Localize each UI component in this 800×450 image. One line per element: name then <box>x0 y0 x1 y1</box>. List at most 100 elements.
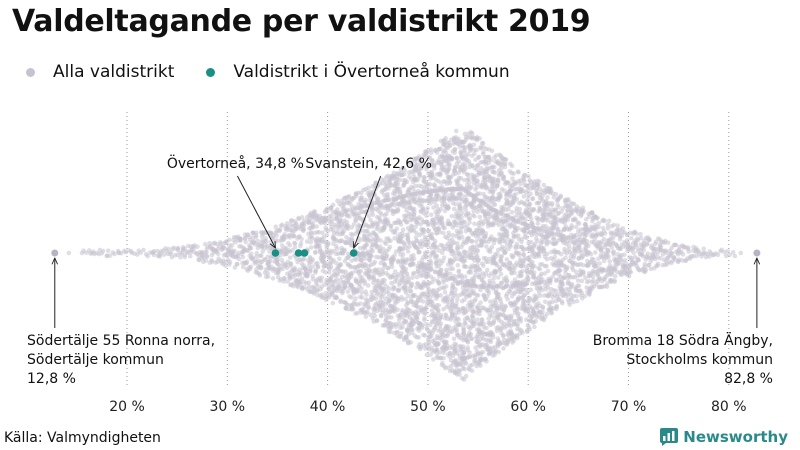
district-point <box>227 259 233 265</box>
district-point <box>609 245 615 250</box>
district-point <box>550 226 556 232</box>
district-point <box>453 128 459 134</box>
district-point <box>355 310 360 316</box>
district-point <box>326 269 332 275</box>
district-point <box>277 227 283 232</box>
district-point <box>350 270 355 276</box>
district-point <box>436 280 442 286</box>
district-point <box>204 254 210 259</box>
district-point <box>229 242 235 248</box>
district-point <box>487 249 493 255</box>
district-point <box>520 330 525 335</box>
district-point <box>369 224 375 229</box>
district-point <box>426 339 432 345</box>
district-point <box>486 154 492 160</box>
district-point <box>362 281 368 287</box>
district-point <box>384 253 389 259</box>
district-point <box>535 221 541 226</box>
district-point <box>400 227 406 233</box>
district-point <box>398 222 404 227</box>
district-point <box>224 253 230 259</box>
district-point <box>182 246 187 251</box>
district-point <box>474 147 479 153</box>
district-point <box>544 256 550 262</box>
district-point <box>592 250 598 255</box>
district-point <box>299 276 305 281</box>
district-point <box>545 268 551 274</box>
district-point <box>347 263 353 269</box>
district-point <box>491 164 497 170</box>
district-point <box>582 293 587 299</box>
district-point <box>484 294 490 299</box>
district-point <box>166 246 172 252</box>
legend-label-all: Alla valdistrikt <box>53 62 175 82</box>
district-point <box>410 275 415 280</box>
district-point <box>409 281 415 287</box>
district-point <box>581 208 587 213</box>
district-point <box>257 253 263 259</box>
district-point <box>449 299 455 305</box>
district-point <box>336 256 342 262</box>
district-point <box>468 332 474 337</box>
district-point <box>524 235 529 241</box>
district-point <box>469 368 475 373</box>
district-point <box>492 170 498 176</box>
district-point <box>244 260 249 266</box>
district-point <box>385 191 390 197</box>
district-point <box>326 286 332 291</box>
district-point <box>345 279 351 285</box>
district-point <box>375 225 381 230</box>
district-point <box>509 163 515 169</box>
district-point <box>372 313 378 319</box>
district-point <box>553 191 559 197</box>
district-point <box>606 254 611 260</box>
district-point <box>299 215 305 220</box>
district-point <box>280 266 285 272</box>
district-point <box>240 254 246 260</box>
district-point <box>460 344 466 349</box>
district-point <box>500 333 506 339</box>
district-point <box>443 284 449 289</box>
district-point <box>420 206 426 212</box>
district-point <box>477 214 483 220</box>
district-point <box>441 255 447 260</box>
district-point <box>551 236 557 241</box>
district-point <box>370 248 375 254</box>
district-point <box>260 249 265 254</box>
district-point <box>495 336 501 341</box>
district-point <box>313 249 318 255</box>
district-point <box>414 300 419 306</box>
district-point <box>505 232 510 237</box>
district-point <box>195 244 200 249</box>
district-point <box>611 222 617 228</box>
district-point <box>389 315 394 320</box>
district-point <box>254 254 260 259</box>
district-point <box>365 223 371 229</box>
district-point <box>528 191 533 197</box>
district-point <box>478 363 483 368</box>
district-point <box>545 195 550 200</box>
district-point <box>537 293 543 299</box>
district-point <box>489 331 494 337</box>
district-point <box>359 295 365 300</box>
district-point <box>459 210 465 216</box>
district-point <box>319 295 324 300</box>
district-point <box>395 208 400 213</box>
district-point <box>529 220 535 225</box>
district-point <box>511 291 517 297</box>
district-point <box>266 259 271 264</box>
district-point <box>489 244 495 250</box>
district-point <box>313 268 318 274</box>
x-tick-label-20: 20 % <box>109 399 145 415</box>
district-point <box>305 273 310 279</box>
district-point <box>290 248 295 253</box>
district-point <box>436 341 441 346</box>
district-point <box>320 230 325 236</box>
district-point <box>408 340 414 345</box>
district-point <box>314 288 320 293</box>
district-point <box>359 197 364 203</box>
x-tick-label-30: 30 % <box>210 399 246 415</box>
district-point <box>338 299 343 305</box>
district-point <box>514 196 519 202</box>
district-point <box>518 181 523 187</box>
